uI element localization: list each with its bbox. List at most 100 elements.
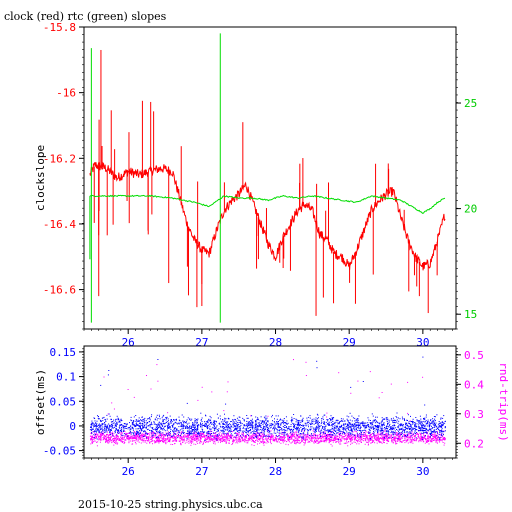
rnd-trip-point bbox=[194, 435, 196, 437]
rnd-trip-point bbox=[290, 437, 292, 439]
offset-point bbox=[121, 420, 123, 422]
rnd-trip-point bbox=[281, 436, 283, 438]
rnd-trip-point bbox=[135, 437, 137, 439]
rnd-trip-point bbox=[160, 439, 162, 441]
offset-point bbox=[96, 420, 98, 422]
rnd-trip-point bbox=[232, 439, 234, 441]
offset-point bbox=[112, 435, 114, 437]
rnd-trip-point bbox=[382, 437, 384, 439]
offset-point bbox=[230, 424, 232, 426]
offset-point bbox=[129, 422, 130, 424]
rnd-trip-point bbox=[371, 436, 373, 438]
offset-point bbox=[399, 418, 401, 420]
offset-point bbox=[280, 422, 282, 424]
rnd-trip-point bbox=[134, 442, 136, 443]
rnd-trip-point bbox=[320, 439, 322, 441]
rnd-trip-point bbox=[263, 444, 265, 446]
offset-point bbox=[164, 422, 166, 424]
rnd-trip-point bbox=[164, 440, 166, 442]
rnd-trip-point bbox=[387, 438, 389, 440]
rnd-trip-point bbox=[328, 437, 330, 439]
rnd-trip-point bbox=[271, 436, 272, 437]
offset-point bbox=[161, 432, 163, 434]
rnd-trip-point bbox=[325, 441, 327, 443]
rnd-trip-point bbox=[318, 437, 320, 439]
offset-point bbox=[182, 425, 184, 427]
rnd-trip-point bbox=[160, 435, 162, 437]
rnd-trip-axis: 0.50.40.30.2 bbox=[456, 348, 484, 459]
rnd-trip-point bbox=[390, 435, 392, 437]
rnd-trip-point bbox=[212, 441, 214, 443]
offset-point bbox=[435, 431, 437, 433]
offset-point bbox=[173, 430, 175, 432]
offset-point bbox=[325, 424, 327, 426]
rnd-trip-point bbox=[153, 436, 154, 438]
offset-point bbox=[246, 427, 248, 429]
rnd-trip-point bbox=[421, 437, 422, 439]
rnd-trip-point bbox=[392, 440, 394, 442]
offset-point bbox=[178, 423, 180, 425]
rnd-trip-point bbox=[351, 439, 353, 441]
rnd-trip-point bbox=[149, 432, 151, 434]
offset-point bbox=[140, 423, 142, 425]
rnd-trip-point bbox=[344, 433, 346, 435]
offset-point bbox=[90, 429, 92, 431]
offset-point bbox=[218, 433, 220, 435]
rnd-trip-point bbox=[308, 434, 310, 436]
offset-point bbox=[95, 425, 97, 427]
rnd-trip-point bbox=[120, 436, 122, 438]
offset-point bbox=[330, 425, 332, 427]
rnd-trip-point bbox=[164, 435, 166, 437]
offset-point bbox=[383, 419, 385, 420]
offset-point bbox=[188, 432, 190, 434]
rnd-trip-point bbox=[102, 434, 104, 436]
offset-panel: 0.150.10.050-0.05 0.50.40.30.2 26 27 28 29 3… bbox=[34, 345, 510, 478]
rnd-trip-point bbox=[258, 438, 259, 440]
rnd-trip-point bbox=[338, 438, 340, 440]
rnd-trip-point bbox=[321, 436, 323, 438]
rnd-trip-point bbox=[303, 430, 305, 432]
offset-point bbox=[376, 426, 377, 427]
rnd-trip-point bbox=[97, 433, 99, 435]
rnd-trip-point bbox=[177, 435, 179, 437]
rnd-trip-point bbox=[144, 434, 146, 436]
rnd-trip-point bbox=[130, 435, 132, 437]
offset-point bbox=[415, 437, 417, 439]
offset-point bbox=[115, 429, 117, 431]
rnd-trip-point bbox=[207, 436, 209, 438]
offset-point bbox=[439, 423, 441, 425]
offset-point bbox=[183, 425, 185, 427]
offset-point bbox=[129, 431, 131, 433]
offset-point bbox=[121, 430, 123, 432]
rnd-trip-point bbox=[410, 442, 412, 444]
rnd-trip-point bbox=[427, 435, 429, 437]
offset-point bbox=[237, 427, 239, 429]
rnd-trip-point bbox=[411, 439, 413, 441]
rnd-trip-point bbox=[359, 440, 361, 442]
offset-point bbox=[247, 430, 249, 432]
rnd-trip-point bbox=[193, 439, 195, 441]
offset-point bbox=[277, 429, 279, 431]
rnd-trip-point bbox=[437, 434, 438, 436]
rnd-trip-point bbox=[108, 434, 110, 436]
rnd-trip-point bbox=[385, 433, 387, 434]
offset-point bbox=[409, 428, 411, 430]
offset-tick-label: 0.1 bbox=[56, 371, 76, 384]
offset-point bbox=[302, 436, 304, 438]
rnd-trip-point bbox=[395, 442, 397, 444]
offset-point bbox=[248, 430, 250, 432]
rnd-trip-point bbox=[130, 440, 132, 442]
rnd-trip-point bbox=[115, 440, 116, 442]
rnd-trip-point bbox=[430, 433, 432, 435]
rnd-trip-point bbox=[263, 442, 265, 443]
rnd-trip-point bbox=[396, 434, 398, 435]
offset-point bbox=[123, 429, 125, 431]
rnd-trip-point bbox=[195, 433, 197, 435]
offset-point bbox=[323, 414, 325, 416]
rnd-trip-point bbox=[127, 437, 129, 439]
offset-point bbox=[112, 427, 114, 429]
offset-point bbox=[252, 425, 253, 427]
rnd-trip-point bbox=[126, 433, 128, 435]
offset-point bbox=[125, 423, 127, 425]
rnd-trip-point bbox=[214, 441, 216, 443]
